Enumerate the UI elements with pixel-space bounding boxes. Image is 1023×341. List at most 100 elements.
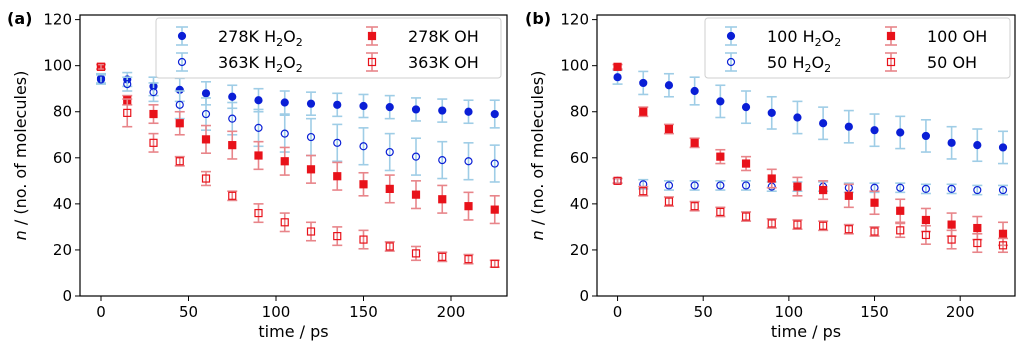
legend-label-sub: 2 [824,62,831,75]
data-point [896,206,905,215]
legend-label-main: 100 H [767,27,815,46]
series-3 [612,62,1009,247]
y-tick-label: 40 [53,195,72,213]
data-point [438,195,447,204]
legend-label-main: 50 OH [927,53,977,72]
panel-label: (b) [525,9,551,28]
data-point [280,98,289,107]
data-point [947,138,956,147]
data-point [385,147,394,157]
data-point [96,62,106,71]
series-1 [96,71,500,129]
data-point [921,131,931,141]
legend-label: 278K OH [408,27,479,46]
data-point [201,135,211,144]
legend-label-mid: O [283,27,296,46]
series-2 [96,74,500,183]
data-point [464,107,473,116]
data-point [998,143,1008,152]
legend-label-main: 50 H [767,53,804,72]
legend-label-sub: 2 [296,36,303,49]
x-tick-label: 50 [694,303,713,321]
data-point [411,152,421,161]
y-tick-label: 80 [53,103,72,121]
x-axis-title: time / ps [258,322,328,341]
x-tick-label: 200 [437,303,466,321]
data-point [149,109,158,119]
legend-marker [886,31,896,41]
legend-marker [726,31,736,41]
data-point [870,126,879,135]
data-point [767,108,776,117]
data-point [385,242,394,251]
data-point [690,86,699,96]
data-point [741,181,751,190]
legend-label-main: 363K H [218,53,276,72]
x-tick-label: 150 [860,303,889,321]
data-point [716,207,725,217]
panel-b: 0 20 40 60 80 100 120 0 50 100 150 200 (b) time / ps n… [525,9,1016,341]
data-point [333,232,342,241]
x-tick-label: 50 [179,303,198,321]
data-point [254,96,263,105]
data-point [490,159,499,168]
data-point [306,227,316,236]
data-point [613,62,622,71]
panel-a: 0 20 40 60 80 100 120 0 50 100 150 200 (a) time / ps n… [7,9,508,341]
data-point [639,78,648,88]
data-point [306,99,316,108]
legend-label-main: 278K OH [408,27,479,46]
x-tick-label: 0 [96,303,106,321]
data-point [973,185,982,195]
data-point [228,141,237,150]
data-point [228,114,237,123]
data-point [490,109,499,119]
data-point [359,101,368,111]
legend-label-main: 363K OH [408,53,479,72]
data-point [716,97,725,106]
data-point [385,184,394,193]
y-tick-label: 0 [579,287,589,305]
y-tick-label: 100 [560,57,589,75]
data-point [228,191,237,200]
data-point [411,249,421,258]
data-point [921,184,931,193]
data-point [333,100,342,109]
data-point [998,185,1008,195]
legend-marker [886,57,896,67]
data-point [123,108,132,117]
data-point [639,107,648,116]
data-point [280,129,289,138]
y-tick-label: 60 [570,149,589,167]
data-point [228,92,237,101]
x-tick-label: 150 [349,303,378,321]
legend-marker [367,57,377,67]
data-point [333,138,342,147]
data-point [438,156,447,165]
data-point [664,197,674,206]
legend-box [155,17,502,79]
data-point [998,241,1008,250]
data-point [96,75,106,84]
data-point [896,128,905,137]
legend-label: 100 H2O2 [767,27,841,49]
data-point [664,81,674,90]
data-point [359,235,368,244]
data-point [464,202,473,211]
plot-frame [79,14,508,297]
y-axis-title: n / (no. of molecules) [11,71,30,241]
legend-label-mid: O [822,27,835,46]
plot-frame [596,14,1016,297]
data-point [411,190,421,199]
series-4 [96,62,500,269]
data-point [896,183,905,192]
data-point [280,157,289,166]
x-tick-label: 100 [775,303,804,321]
panel-label: (a) [7,9,32,28]
data-point [464,157,473,166]
legend-marker [726,57,736,67]
legend-label: 363K OH [408,53,479,72]
data-point [664,124,674,134]
y-axis-title-symbol: n [528,230,547,240]
